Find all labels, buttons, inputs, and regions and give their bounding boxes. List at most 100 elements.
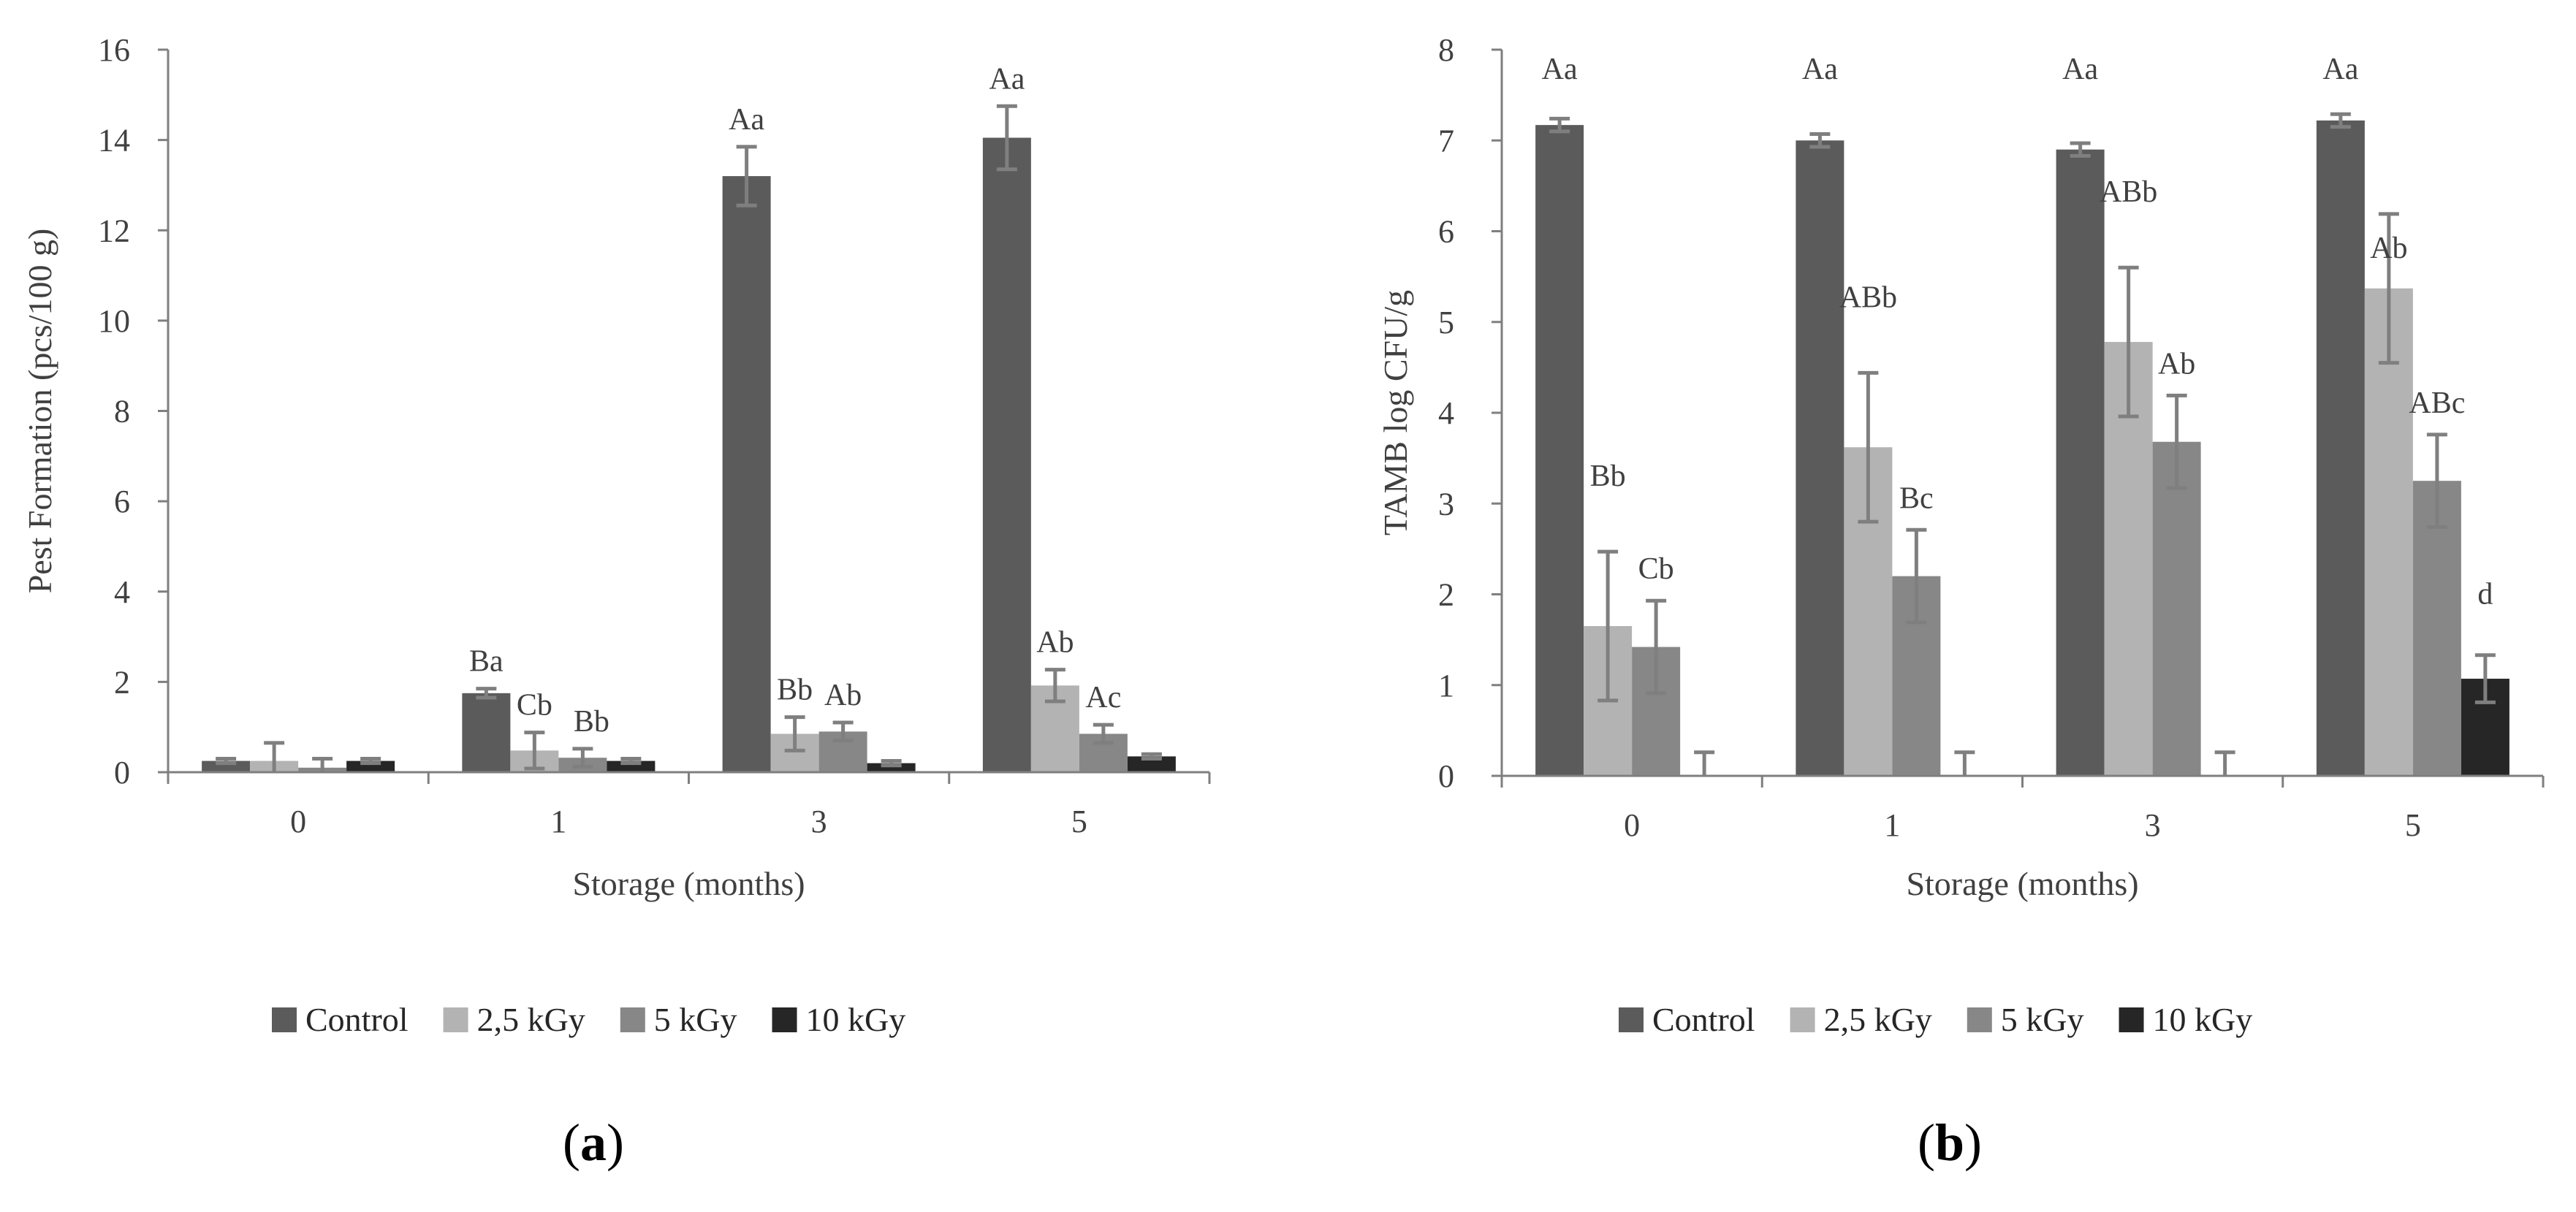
- y-tick-label: 3: [1438, 486, 1454, 522]
- chart-panel-b: 0 1 2 3 4 5 6 7 8 Aa Aa Aa Aa Bb ABb ABb Ab Cb Bc Ab ABc d 0 1 3…: [1377, 32, 2545, 1172]
- bar-a-control-m1: [462, 693, 511, 772]
- significance-label: Ba: [469, 645, 504, 679]
- y-tick-label: 6: [114, 484, 130, 519]
- y-axis-title: Pest Formation (pcs/100 g): [21, 229, 58, 594]
- legend-label: 5 kGy: [2001, 1001, 2084, 1038]
- significance-label: Aa: [2322, 53, 2358, 86]
- legend-label: 2,5 kGy: [477, 1001, 585, 1038]
- legend-label: 10 kGy: [806, 1001, 906, 1038]
- bar-a-10-kgy-m1: [607, 761, 656, 772]
- significance-label: Aa: [1802, 53, 1838, 86]
- y-tick-label: 0: [1438, 758, 1454, 794]
- legend-label: Control: [305, 1001, 409, 1038]
- error-bar: [1954, 750, 1975, 776]
- significance-label: Bb: [574, 705, 609, 739]
- x-tick-label: 5: [2405, 807, 2421, 843]
- legend-swatch: [772, 1007, 797, 1032]
- chart-panel-a: 0 2 4 6 8 10 12 14 16 Ba Aa Aa Cb Bb Ab Bb Ab Ac 0 1 3 5 Stora…: [21, 32, 1211, 1172]
- significance-label: Ab: [824, 679, 862, 712]
- panel-label: (b): [1918, 1113, 1982, 1172]
- legend-label: 10 kGy: [2153, 1001, 2253, 1038]
- y-tick-label: 6: [1438, 214, 1454, 250]
- significance-label: ABc: [2409, 386, 2465, 420]
- error-bar: [2426, 432, 2447, 530]
- error-bar: [1044, 668, 1065, 704]
- legend-label: Control: [1652, 1001, 1755, 1038]
- y-tick-label: 4: [1438, 395, 1454, 431]
- error-bar: [524, 731, 545, 771]
- bar-b-control-m1: [1796, 140, 1844, 776]
- error-bar: [1694, 750, 1715, 776]
- y-tick-label: 0: [114, 755, 130, 790]
- significance-label: Ac: [1085, 681, 1121, 714]
- significance-label: Cb: [517, 689, 552, 723]
- error-bar: [572, 747, 593, 769]
- error-bar: [1809, 132, 1831, 149]
- error-bar: [476, 687, 497, 700]
- legend-swatch: [443, 1007, 468, 1032]
- legend-swatch: [1790, 1007, 1815, 1032]
- significance-label: Aa: [729, 103, 764, 137]
- y-tick-label: 10: [98, 303, 130, 339]
- error-bar: [216, 756, 237, 766]
- error-bar: [2330, 112, 2351, 129]
- y-tick-label: 8: [114, 394, 130, 430]
- error-bar: [620, 756, 642, 766]
- y-tick-label: 5: [1438, 305, 1454, 340]
- significance-label: ABb: [1839, 281, 1897, 314]
- error-bar: [2070, 141, 2091, 158]
- significance-label: Aa: [989, 62, 1025, 96]
- bar-a-10-kgy-m5: [1127, 756, 1176, 772]
- y-tick-label: 16: [98, 32, 130, 68]
- error-bar: [1858, 370, 1879, 524]
- error-bar: [264, 741, 285, 772]
- legend-label: 2,5 kGy: [1824, 1001, 1932, 1038]
- significance-label: Ab: [1036, 626, 1074, 660]
- error-bar: [736, 145, 757, 207]
- legend-swatch: [2119, 1007, 2144, 1032]
- bar-a-control-m3: [722, 176, 771, 772]
- legend: Control 2,5 kGy 5 kGy 10 kGy: [272, 1001, 905, 1038]
- significance-label: Cb: [1638, 552, 1674, 586]
- significance-label: Ab: [2158, 347, 2195, 381]
- significance-label: d: [2477, 578, 2493, 611]
- x-tick-label: 3: [2145, 807, 2161, 843]
- legend: Control 2,5 kGy 5 kGy 10 kGy: [1619, 1001, 2252, 1038]
- legend-swatch: [1967, 1007, 1992, 1032]
- error-bar: [1093, 723, 1114, 745]
- error-bar: [832, 720, 854, 743]
- error-bar: [2118, 265, 2139, 419]
- error-bar: [2166, 393, 2187, 490]
- bar-a-10-kgy-m0: [346, 761, 395, 772]
- significance-label: Bb: [777, 674, 813, 707]
- error-bar: [1141, 752, 1162, 761]
- legend-swatch: [272, 1007, 297, 1032]
- significance-label: ABb: [2100, 175, 2157, 209]
- x-tick-label: 0: [290, 804, 306, 839]
- y-tick-label: 7: [1438, 123, 1454, 159]
- bar-b-control-m5: [2316, 120, 2365, 777]
- significance-label: Bb: [1590, 460, 1626, 493]
- legend-label: 5 kGy: [654, 1001, 737, 1038]
- error-bar: [2378, 212, 2399, 365]
- x-axis-title: Storage (months): [1906, 865, 2138, 902]
- error-bar: [2474, 653, 2496, 704]
- y-tick-label: 2: [114, 664, 130, 700]
- y-tick-label: 8: [1438, 32, 1454, 68]
- error-bar: [2214, 750, 2235, 776]
- bar-b-2-5-kgy-m5: [2364, 288, 2413, 777]
- legend-swatch: [1619, 1007, 1644, 1032]
- significance-label: Ab: [2370, 232, 2407, 265]
- error-bar: [312, 756, 333, 772]
- y-tick-label: 2: [1438, 577, 1454, 613]
- x-tick-label: 3: [811, 804, 827, 839]
- error-bar: [1549, 116, 1570, 134]
- bar-b-control-m3: [2056, 149, 2105, 777]
- y-tick-label: 1: [1438, 668, 1454, 704]
- x-tick-label: 5: [1071, 804, 1087, 839]
- bar-a-control-m5: [982, 137, 1031, 773]
- bar-a-10-kgy-m3: [867, 763, 916, 772]
- significance-label: Aa: [1542, 53, 1578, 86]
- error-bar: [784, 715, 805, 752]
